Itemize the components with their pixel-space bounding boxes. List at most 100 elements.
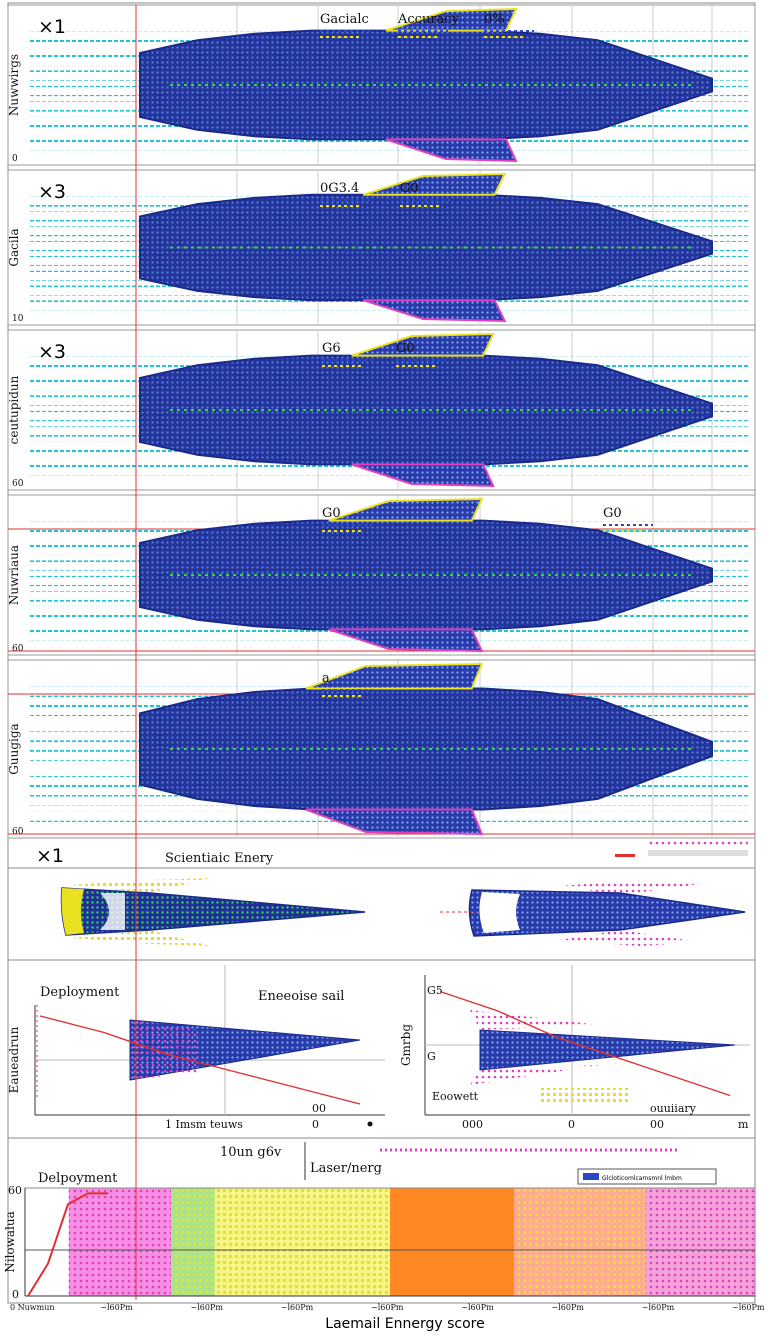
profile-annotation: G0 [322,506,341,521]
profile-multiplier: ×1 [38,16,66,38]
profile-fin-bottom [305,808,484,836]
profile-ylabel: Guugiga [7,723,21,774]
deploy-title: Deployment [40,985,120,1000]
profile-ymin: 0 [12,154,18,164]
eoo-ytick-0: G5 [427,984,443,997]
laser-band-texture [645,1188,755,1296]
sci-left-window [100,893,125,930]
profile-panel-5: Guugiga 60 a [7,659,756,839]
sci-right-fin-bottom [560,930,700,946]
profile-body [139,193,713,302]
sci-title: Scientiaic Enery [165,851,274,866]
profile-annotation: G0 [603,506,622,521]
eoo-xtick-3: m [738,1118,749,1131]
laser-band-texture [68,1188,171,1296]
eoo-yellow-band [540,1088,630,1102]
profile-core [140,355,712,465]
eoowett-panel: Gmrbg G5 G Eoowett ouuiiary 000 0 00 m [399,965,750,1131]
eoo-fin-top [470,1010,600,1030]
laser-xtick: ~l60Pm [461,1303,494,1312]
laser-xtick: 0 Nuwmun [10,1303,55,1312]
eoo-annotation-0: Eoowett [432,1090,479,1103]
laser-rise-line [27,1192,108,1297]
profile-annotation: G0 [396,341,415,356]
laser-energy-panel: 10un g6v Laser/nerg Delpoyment Glclotico… [3,1137,765,1332]
sci-left-shape [60,878,366,946]
profile-body [139,29,713,141]
profile-fin-top [385,7,518,32]
laser-xtick: ~l60Pm [552,1303,585,1312]
deploy-xtick-2: 00 [312,1102,326,1115]
laser-ylabel: Nilowalua [3,1211,17,1273]
profile-panel-frame [7,169,756,326]
deploy-cone-base [130,1020,200,1080]
profile-panel-frame [7,494,756,656]
sci-multiplier: ×1 [36,845,64,867]
profile-ymin: 60 [12,479,24,489]
laser-legend-label: Glcloticomlcamsmnl lmbm [602,1175,682,1182]
deploy-axis-dot [367,1121,373,1127]
scientiaic-enery-panel: ×1 Scientiaic Enery [8,840,755,961]
profile-panel-frame [7,659,756,839]
laser-ytick-1: 0 [12,1288,19,1301]
laser-band-texture [514,1188,646,1296]
profile-fin-bottom [351,463,495,488]
legend-swatch-grey [648,850,748,856]
profile-ylabel: ceutupidun [7,375,21,444]
profile-panel-3: ceutupidun 60 ×3 G6 G0 [7,329,756,491]
eoo-xtick-0: 000 [462,1118,483,1131]
legend-swatch-red [615,854,635,857]
profile-fin-bottom [362,299,507,323]
profile-ymin: 60 [12,827,24,837]
profile-body [139,354,713,466]
profile-core [140,688,712,810]
profile-ylabel: Nuwriaua [7,545,21,605]
profile-panel-2: Gacila 10 ×3 0G3.4 G0 [7,169,756,326]
profile-core [140,194,712,301]
deploy-xtick-1: 0 [312,1118,319,1131]
profile-fin-bottom [385,138,518,163]
eoo-annotation-1: ouuiiary [650,1102,697,1115]
profile-ymin: 60 [12,644,24,654]
laser-band-texture [214,1188,390,1296]
eoo-xtick-2: 00 [650,1118,664,1131]
deploy-xtick-0: 1 Imsm teuws [165,1118,243,1131]
laser-band-texture [171,1188,215,1296]
laser-ytick-0: 60 [8,1184,22,1197]
profile-fin-top [305,662,484,690]
profile-annotation: G6 [322,341,341,356]
profile-ymin: 10 [12,314,24,324]
profile-fin-bottom [328,628,484,653]
deployment-panel: Deployment Eneeoise sail Eaueadrun 1 Ims… [7,965,385,1131]
laser-xtick: ~l60Pm [732,1303,765,1312]
profile-annotation: Gacialc [320,12,369,27]
profile-ylabel: Gacila [7,228,21,266]
sci-left-fin-bottom [70,930,210,946]
sci-right-window [479,892,520,933]
profile-multiplier: ×3 [38,341,66,363]
sci-left-fin-top [70,878,210,893]
profile-fin-top [362,172,507,196]
profile-fin-top [328,497,484,522]
laser-band-orange [390,1188,515,1296]
sci-legend-swatches [615,840,748,857]
laser-bands [68,1188,755,1296]
laser-legend-swatch [583,1173,599,1180]
deploy-envelope-line [39,1015,361,1105]
laser-subtitle: 10un g6v [220,1145,282,1160]
profile-annotation: a [322,671,330,686]
sci-right-fin-top [560,880,700,895]
profile-annotation: Accuracy [397,12,460,27]
deploy-subtitle: Eneeoise sail [258,989,344,1004]
sci-right-body [468,889,746,937]
laser-title: Laser/nerg [310,1161,382,1176]
laser-left-label: Delpoyment [38,1171,118,1186]
laser-xtick: ~l60Pm [191,1303,224,1312]
eoo-envelope-line [439,990,731,1097]
eoo-ytick-1: G [427,1050,436,1063]
eoo-fin-bottom [470,1065,600,1085]
stacked-profile-panels: Nuwwirgs 0 ×1 Gacialc Accuracy 0% Gacila 10 ×3 0G… [7,4,756,839]
laser-xtick: ~l60Pm [281,1303,314,1312]
eoo-cone [479,1029,736,1071]
